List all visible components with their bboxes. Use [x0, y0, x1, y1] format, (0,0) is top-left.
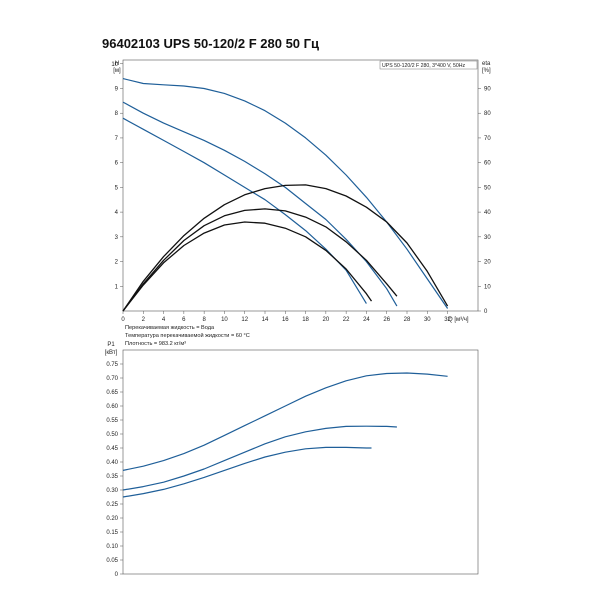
- head-curve-1: [122, 101, 398, 307]
- y-axis-unit: [м]: [113, 68, 121, 74]
- x-tick-label: 6: [182, 317, 186, 323]
- y2-tick-label: 40: [484, 210, 491, 216]
- y-tick-label: 0.25: [106, 502, 118, 508]
- y-tick-label: 0.75: [106, 362, 118, 368]
- y2-tick-label: 0: [484, 309, 488, 315]
- x-tick-label: 4: [162, 317, 166, 323]
- y-tick-label: 4: [115, 210, 119, 216]
- x-tick-label: 32: [444, 317, 451, 323]
- x-tick-label: 28: [404, 317, 411, 323]
- efficiency-curve-3: [122, 184, 449, 312]
- y-axis-unit: [кВт]: [105, 350, 118, 356]
- x-tick-label: 10: [221, 317, 228, 323]
- y-axis-label: H: [115, 61, 119, 67]
- y-tick-label: 2: [115, 260, 119, 266]
- plot-frame: [122, 349, 479, 575]
- y-axis-label: P1: [107, 342, 115, 348]
- y-tick-label: 0.55: [106, 418, 118, 424]
- x-tick-label: 30: [424, 317, 431, 323]
- power-curve-0: [122, 372, 448, 471]
- y-tick-label: 9: [115, 86, 119, 92]
- x-tick-label: 20: [323, 317, 330, 323]
- x-tick-label: 16: [282, 317, 289, 323]
- y-tick-label: 0.20: [106, 516, 118, 522]
- efficiency-curve-5: [122, 221, 373, 312]
- y2-axis-label: eta: [482, 61, 491, 67]
- y-tick-label: 0.35: [106, 474, 118, 480]
- y2-tick-label: 70: [484, 136, 491, 142]
- note-fluid: Перекачиваемая жидкость = Вода: [125, 325, 215, 331]
- y-tick-label: 6: [115, 161, 119, 167]
- head-curve-2: [122, 117, 367, 304]
- power-curve-1: [122, 425, 397, 491]
- y2-tick-label: 80: [484, 111, 491, 117]
- y-tick-label: 0.70: [106, 376, 118, 382]
- y2-tick-label: 90: [484, 86, 491, 92]
- x-tick-label: 0: [121, 317, 125, 323]
- head-curve-0: [122, 78, 449, 309]
- plot-frame: [122, 59, 479, 312]
- y2-tick-label: 50: [484, 185, 491, 191]
- y-tick-label: 0.60: [106, 404, 118, 410]
- y-tick-label: 0.40: [106, 460, 118, 466]
- y-tick-label: 5: [115, 185, 119, 191]
- y-tick-label: 0: [115, 572, 119, 578]
- legend-box: [379, 60, 478, 70]
- legend-text: UPS 50-120/2 F 280, 3*400 V, 50Hz: [382, 63, 466, 69]
- x-tick-label: 22: [343, 317, 350, 323]
- y-tick-label: 3: [115, 235, 119, 241]
- y-tick-label: 1: [115, 284, 119, 290]
- x-tick-label: 18: [302, 317, 309, 323]
- y-tick-label: 0.30: [106, 488, 118, 494]
- y-tick-label: 0.50: [106, 432, 118, 438]
- x-tick-label: 14: [262, 317, 269, 323]
- power-curve-2: [122, 446, 372, 498]
- note-temperature: Температура перекачиваемой жидкости = 60…: [125, 332, 250, 339]
- y-tick-label: 0.45: [106, 446, 118, 452]
- y-tick-label: 8: [115, 111, 119, 117]
- y-tick-label: 7: [115, 136, 119, 142]
- y2-tick-label: 60: [484, 161, 491, 167]
- y-tick-label: 0.05: [106, 558, 118, 564]
- x-tick-label: 26: [383, 317, 390, 323]
- x-tick-label: 24: [363, 317, 370, 323]
- x-tick-label: 8: [202, 317, 206, 323]
- y-tick-label: 0.10: [106, 544, 118, 550]
- note-density: Плотность = 983.2 кг/м³: [125, 341, 186, 347]
- x-tick-label: 12: [241, 317, 248, 323]
- x-axis-label: Q [м³/ч]: [448, 317, 469, 323]
- y2-tick-label: 30: [484, 235, 491, 241]
- efficiency-curve-4: [122, 208, 398, 312]
- y2-axis-unit: [%]: [482, 68, 491, 74]
- x-tick-label: 2: [142, 317, 146, 323]
- y2-tick-label: 20: [484, 260, 491, 266]
- chart-title: 96402103 UPS 50-120/2 F 280 50 Гц: [102, 36, 320, 51]
- power-chart: 0 0.05 0.10 0.15 0.20 0.25 0.30 0.35 0.40 0.45 0.5…: [105, 342, 479, 578]
- y-tick-label: 10: [111, 62, 118, 68]
- y2-tick-label: 10: [484, 284, 491, 290]
- y-tick-label: 0.15: [106, 530, 118, 536]
- fluid-notes: Перекачиваемая жидкость = Вода Температу…: [125, 325, 250, 347]
- y-tick-label: 0.65: [106, 390, 118, 396]
